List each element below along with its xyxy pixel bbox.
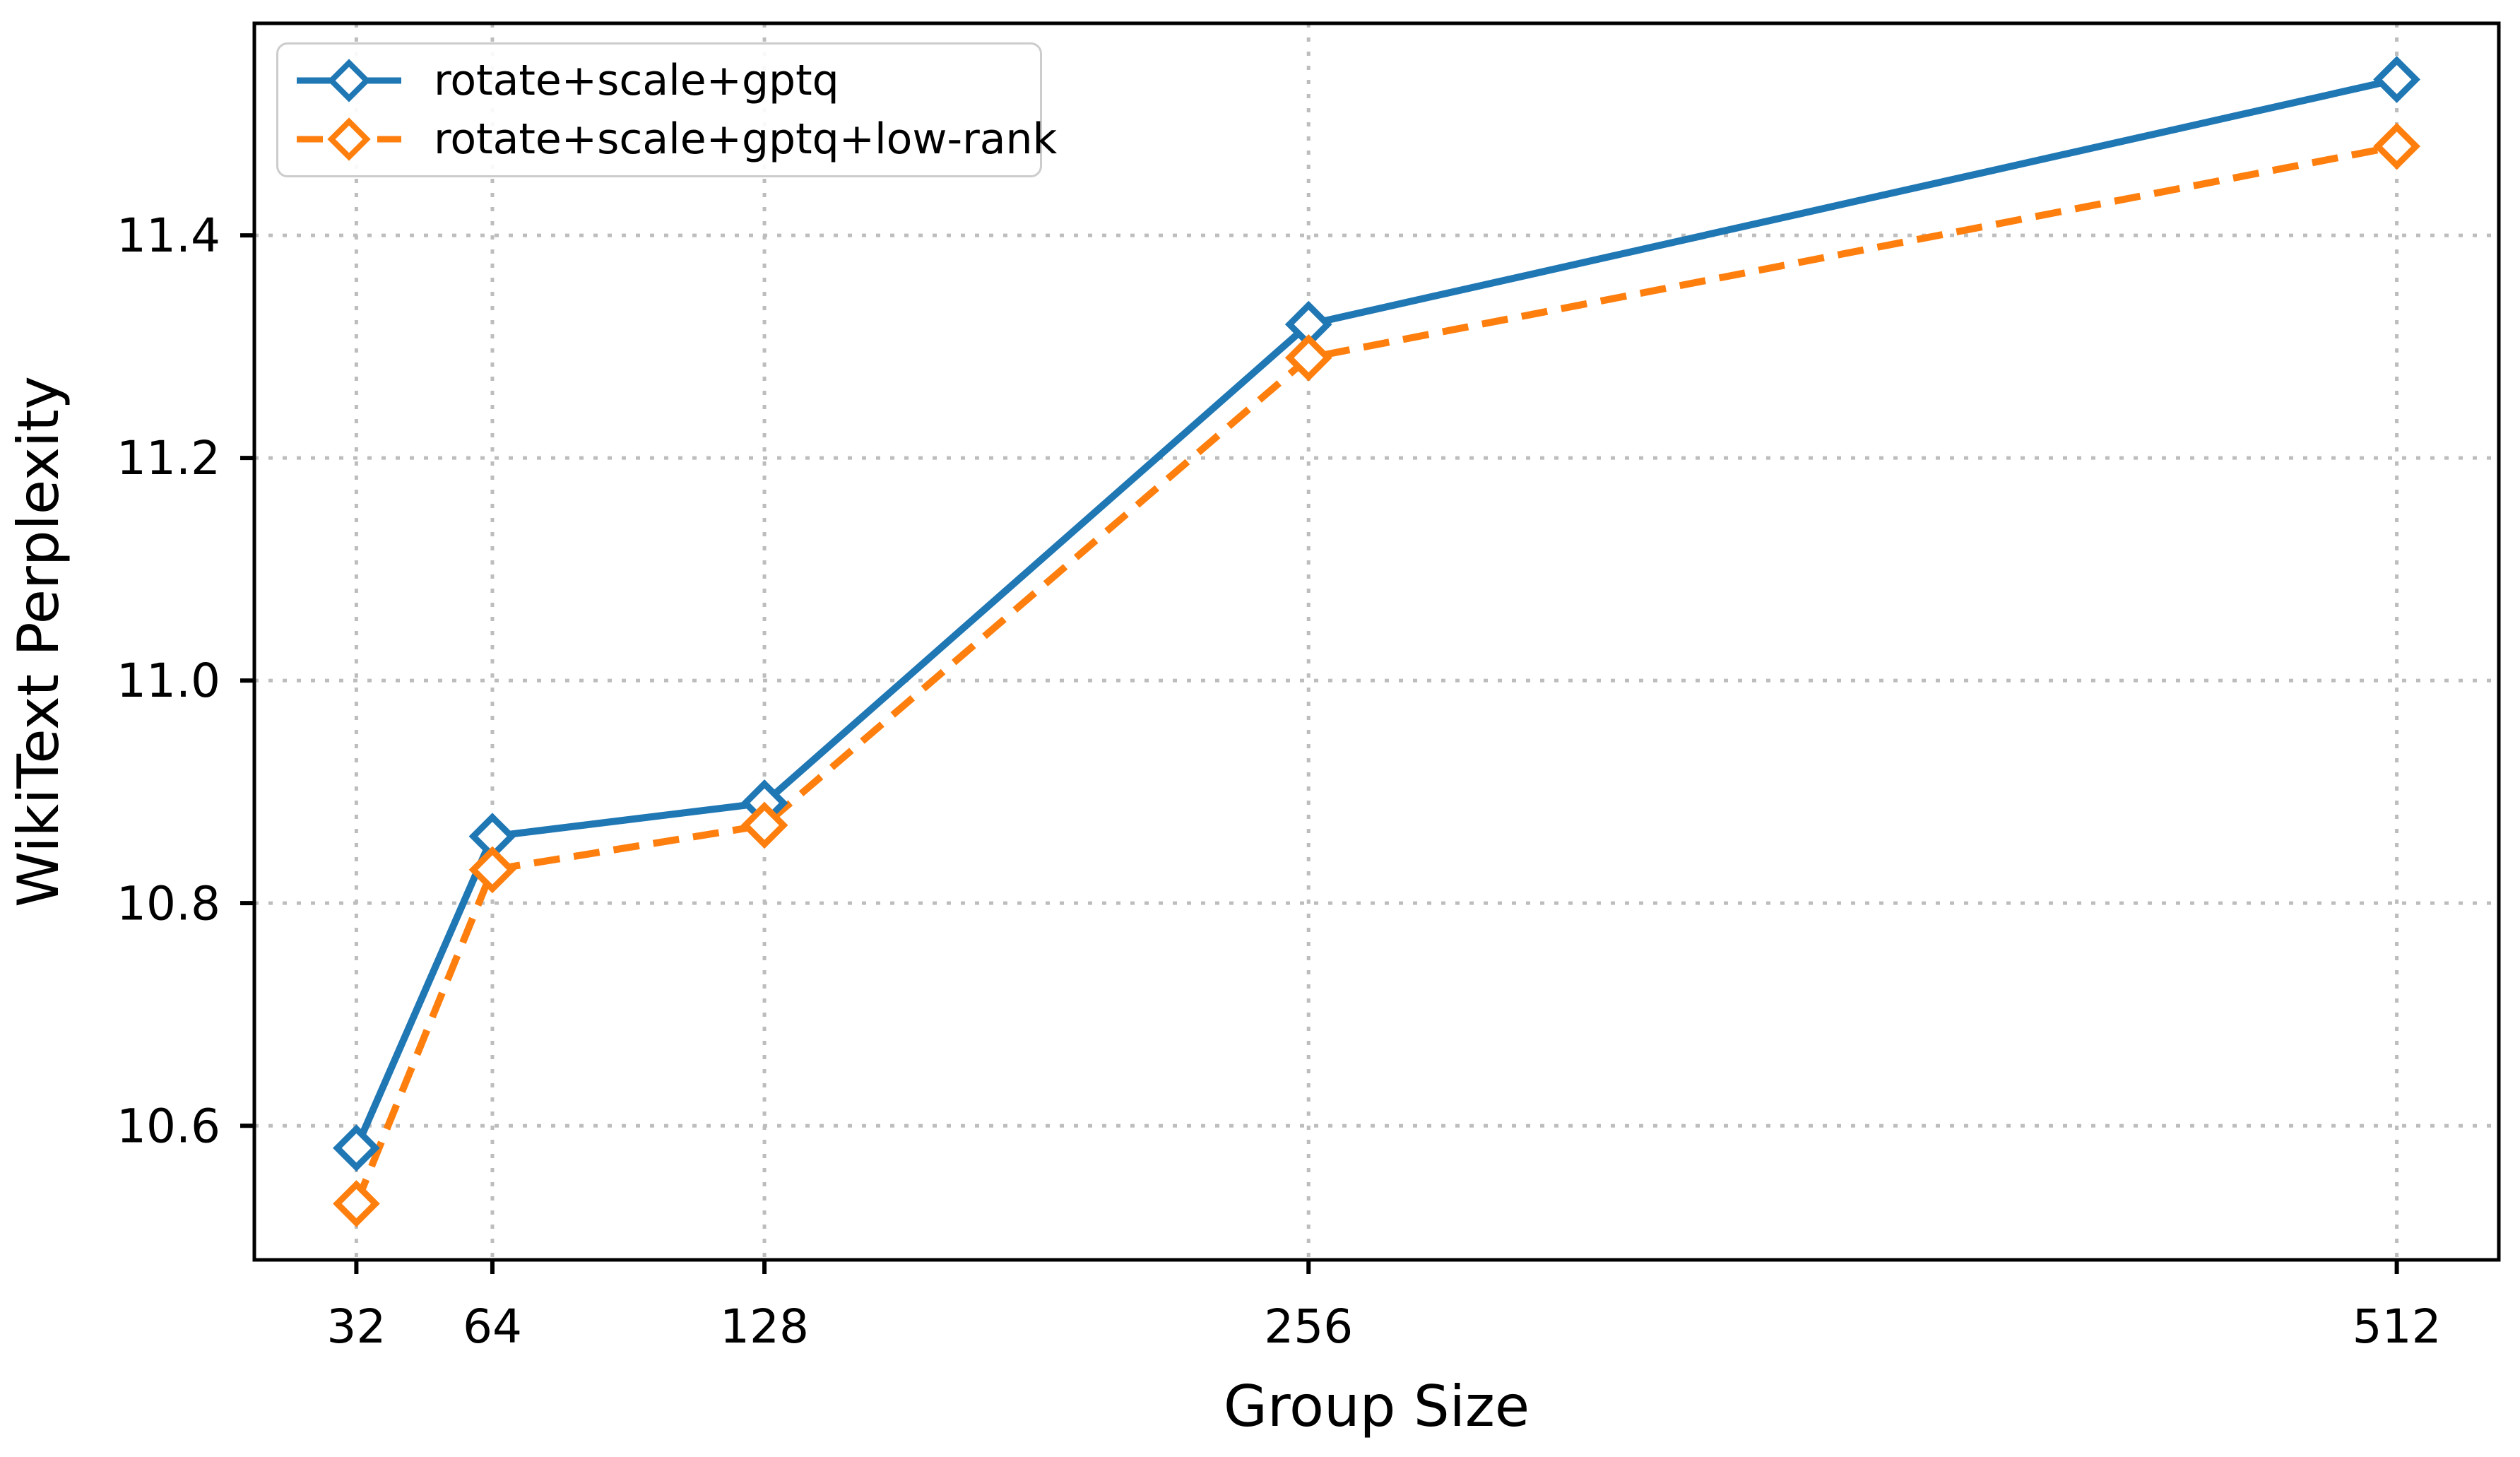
- legend-line-marker-icon: [297, 117, 401, 161]
- x-tick-label: 64: [463, 1299, 522, 1354]
- legend-item: rotate+scale+gptq+low-rank: [294, 117, 1057, 162]
- y-axis-title: WikiText Perplexity: [6, 376, 71, 907]
- x-tick-label: 512: [2353, 1299, 2442, 1354]
- series-line-1: [353, 143, 2398, 1205]
- x-axis-title: Group Size: [1224, 1374, 1530, 1439]
- data-point-marker-series0-x512: [2373, 56, 2420, 103]
- x-tick-label: 32: [326, 1299, 386, 1354]
- legend-item: rotate+scale+gptq: [294, 58, 1040, 103]
- legend-label: rotate+scale+gptq: [434, 56, 839, 105]
- legend-label: rotate+scale+gptq+low-rank: [434, 114, 1058, 164]
- data-point-marker-series1-x128: [740, 801, 788, 849]
- data-point-marker-series1-x512: [2373, 122, 2420, 170]
- y-tick-label: 10.6: [117, 1099, 220, 1153]
- y-tick-label: 10.8: [117, 876, 220, 931]
- plot-frame: [252, 21, 2501, 1262]
- legend-line-marker-icon: [297, 59, 401, 102]
- legend: rotate+scale+gptq rotate+scale+gptq+low-…: [276, 42, 1057, 177]
- y-tick-label: 11.0: [117, 654, 220, 708]
- legend-sample-marker: [327, 59, 371, 102]
- series-line-0: [353, 76, 2398, 1150]
- data-point-marker-series1-x256: [1284, 334, 1332, 382]
- data-point-marker-series1-x64: [468, 846, 516, 894]
- data-point-marker-series1-x32: [333, 1180, 380, 1227]
- x-tick-label: 256: [1264, 1299, 1353, 1354]
- y-tick-label: 11.2: [117, 431, 220, 485]
- data-point-marker-series0-x32: [333, 1124, 380, 1172]
- legend-sample-marker: [327, 117, 371, 161]
- x-tick-label: 128: [720, 1299, 809, 1354]
- y-tick-label: 11.4: [117, 208, 220, 263]
